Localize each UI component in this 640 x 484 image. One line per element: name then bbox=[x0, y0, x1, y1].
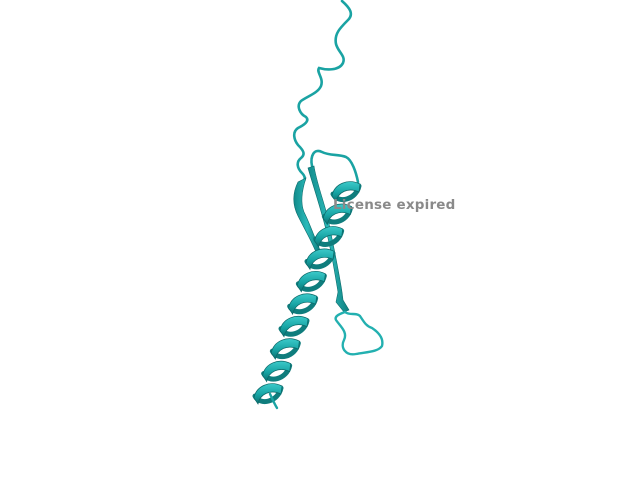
helix-turn-front bbox=[270, 338, 300, 361]
license-watermark: License expired bbox=[333, 197, 456, 213]
coil-upper-turn bbox=[310, 149, 360, 184]
coil-c-terminal bbox=[268, 392, 279, 410]
helix-turn-front bbox=[305, 248, 335, 271]
helix-turn-front bbox=[296, 271, 326, 293]
helix-turn-front bbox=[331, 181, 361, 203]
helix-turn-front bbox=[314, 226, 344, 248]
coil-lower-loop bbox=[334, 310, 384, 356]
helix-turn-front bbox=[322, 203, 352, 226]
helix-turn-front bbox=[279, 315, 309, 338]
helix-turn-front bbox=[262, 360, 292, 383]
helix-turn-front bbox=[288, 293, 318, 316]
helix-turn-front bbox=[253, 383, 283, 405]
beta-strand-right bbox=[307, 165, 350, 313]
alpha-helix bbox=[252, 181, 362, 405]
coil-n-terminal bbox=[292, 0, 353, 184]
